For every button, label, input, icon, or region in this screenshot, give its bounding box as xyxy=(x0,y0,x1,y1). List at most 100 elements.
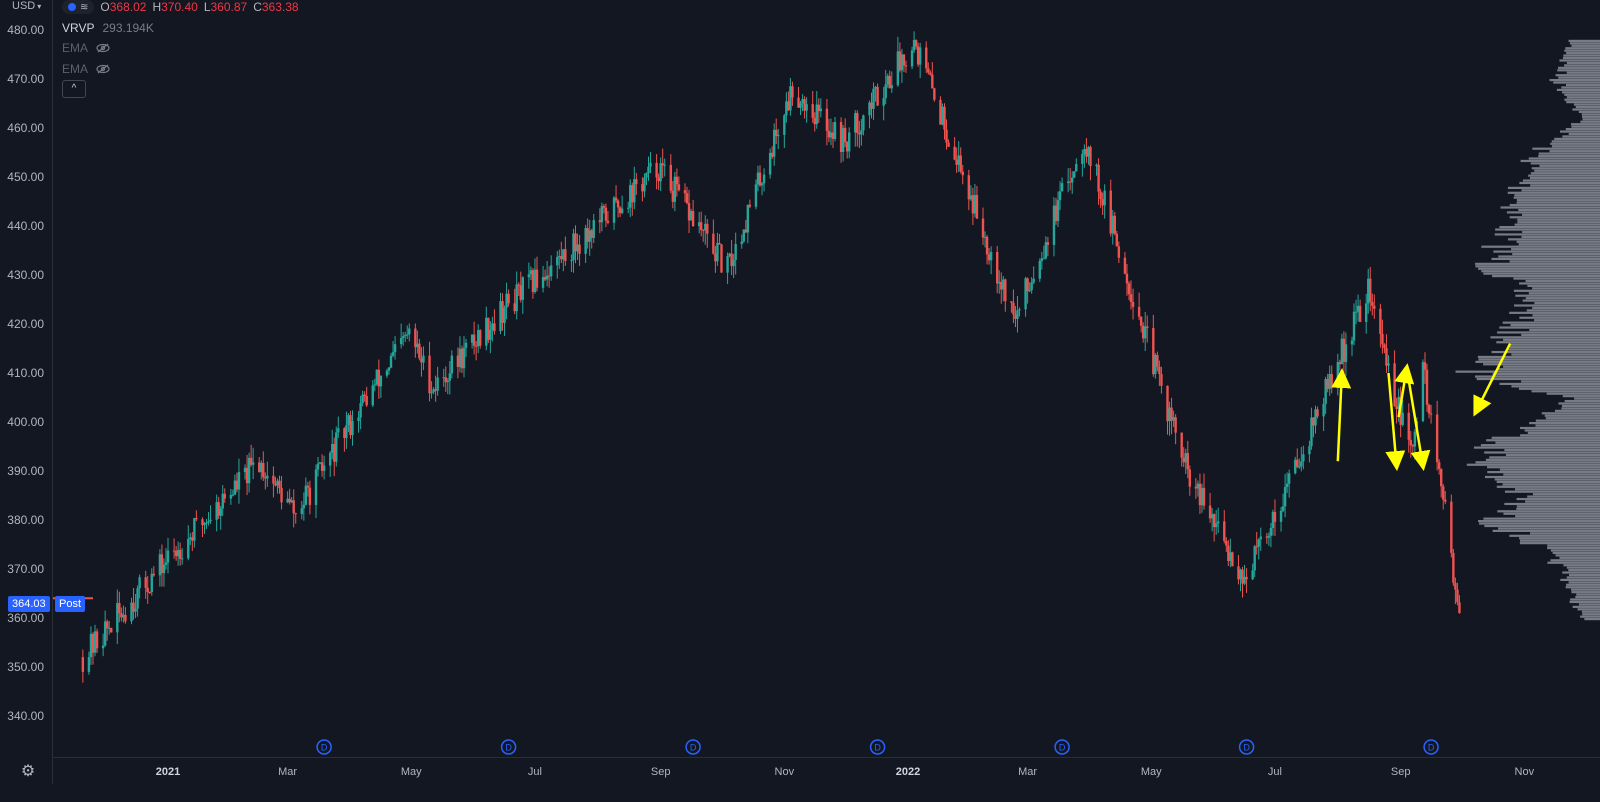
gear-icon[interactable]: ⚙ xyxy=(20,763,36,780)
candle-body xyxy=(825,108,829,131)
volume-profile-bar xyxy=(1566,52,1600,55)
candle-body xyxy=(762,174,766,184)
candle-body xyxy=(166,550,170,563)
currency-selector[interactable]: USD ▾ xyxy=(12,0,41,12)
volume-profile-bar xyxy=(1527,495,1600,498)
volume-profile-bar xyxy=(1526,309,1600,312)
eye-off-icon[interactable] xyxy=(96,64,110,74)
dividend-marker[interactable]: D xyxy=(1423,739,1439,755)
candle-body xyxy=(675,176,679,185)
volume-profile-bar xyxy=(1532,306,1600,310)
candle-body xyxy=(973,194,977,214)
volume-profile-bar xyxy=(1514,223,1600,226)
candle-body xyxy=(1269,528,1273,536)
candle-body xyxy=(1060,183,1064,192)
candle-body xyxy=(1413,431,1417,447)
indicator-ema-2[interactable]: EMA xyxy=(62,62,110,76)
candle-body xyxy=(612,197,616,223)
candle-body xyxy=(278,480,281,489)
time-axis[interactable]: 2021 Mar May Jul Sep Nov 2022 Mar May Jul Sep Nov xyxy=(53,757,1600,785)
collapse-legend-button[interactable]: ^ xyxy=(62,80,86,98)
candle-body xyxy=(1052,205,1056,245)
candle-body xyxy=(813,117,816,125)
candle-body xyxy=(730,253,733,267)
indicator-vrvp[interactable]: VRVP 293.194K xyxy=(62,21,154,35)
candle-body xyxy=(1158,366,1161,375)
eye-off-icon[interactable] xyxy=(96,43,110,53)
volume-profile-bar xyxy=(1565,128,1600,131)
dividend-marker[interactable]: D xyxy=(869,739,886,755)
dividend-marker[interactable]: D xyxy=(316,739,332,755)
volume-profile-bar xyxy=(1577,608,1600,611)
candle-body xyxy=(472,334,476,346)
price-scale[interactable]: USD ▾ xyxy=(0,0,53,784)
volume-profile-bar xyxy=(1492,529,1600,532)
candle-body xyxy=(266,475,269,479)
candle-body xyxy=(262,462,265,478)
candle-body xyxy=(933,88,936,100)
annotation-arrow[interactable] xyxy=(1473,343,1512,417)
candle-body xyxy=(391,352,395,356)
candle-body xyxy=(1196,483,1200,489)
candle-body xyxy=(1198,483,1202,506)
candle-body xyxy=(91,633,95,653)
symbol-toggle[interactable]: ≋ xyxy=(62,0,95,14)
candle-body xyxy=(929,72,932,75)
candle-body xyxy=(393,344,397,353)
indicator-value: 293.194K xyxy=(102,21,154,35)
candle-body xyxy=(1068,181,1072,183)
candle-body xyxy=(673,176,677,202)
candle-body xyxy=(1214,523,1218,528)
volume-profile-bar xyxy=(1555,74,1600,77)
candle-body xyxy=(1421,362,1425,422)
dividend-marker[interactable]: D xyxy=(1238,739,1255,755)
candle-body xyxy=(81,657,85,672)
candle-body xyxy=(122,614,125,618)
candle-body xyxy=(860,130,863,135)
candle-body xyxy=(916,46,920,65)
annotation-arrow[interactable] xyxy=(1405,367,1431,472)
candle-body xyxy=(1273,511,1277,522)
volume-profile-bar xyxy=(1496,480,1600,483)
volume-profile-bar xyxy=(1516,240,1600,243)
candle-body xyxy=(318,462,322,464)
dividend-marker-label: D xyxy=(874,743,881,753)
candle-body xyxy=(1172,417,1175,421)
candle-body xyxy=(1454,582,1457,590)
candle-body xyxy=(1066,181,1070,184)
indicator-ema-1[interactable]: EMA xyxy=(62,41,110,55)
candle-body xyxy=(519,285,522,300)
volume-profile-bar xyxy=(1499,226,1600,229)
volume-profile-bar xyxy=(1510,343,1600,346)
candle-body xyxy=(726,256,729,273)
candle-body xyxy=(333,444,336,462)
dividend-marker[interactable]: D xyxy=(500,739,517,755)
candle-body xyxy=(902,54,906,66)
candle-body xyxy=(661,163,664,166)
volume-profile-bar xyxy=(1516,505,1600,508)
candle-body xyxy=(874,86,877,89)
annotation-arrow[interactable] xyxy=(1394,363,1415,418)
candle-body xyxy=(408,328,411,335)
candle-body xyxy=(1141,325,1145,339)
annotation-arrow[interactable] xyxy=(1331,368,1352,462)
dividend-marker-label: D xyxy=(1059,743,1066,753)
annotation-arrow[interactable] xyxy=(1385,372,1406,472)
dividend-marker[interactable]: D xyxy=(1054,739,1070,755)
volume-profile-bar xyxy=(1518,387,1600,390)
candle-body xyxy=(1166,385,1169,422)
dividend-marker[interactable]: D xyxy=(685,739,701,755)
candle-body xyxy=(1030,282,1033,291)
candle-body xyxy=(712,233,715,254)
candle-body xyxy=(543,277,547,280)
volume-profile-bar xyxy=(1563,54,1600,57)
candle-body xyxy=(373,384,376,386)
candle-body xyxy=(316,463,320,470)
volume-profile-bar xyxy=(1511,385,1600,388)
volume-profile-bar xyxy=(1565,47,1600,50)
candle-body xyxy=(1208,505,1212,519)
volume-profile-bar xyxy=(1519,537,1600,540)
candle-body xyxy=(1113,215,1116,234)
candle-body xyxy=(195,518,198,520)
